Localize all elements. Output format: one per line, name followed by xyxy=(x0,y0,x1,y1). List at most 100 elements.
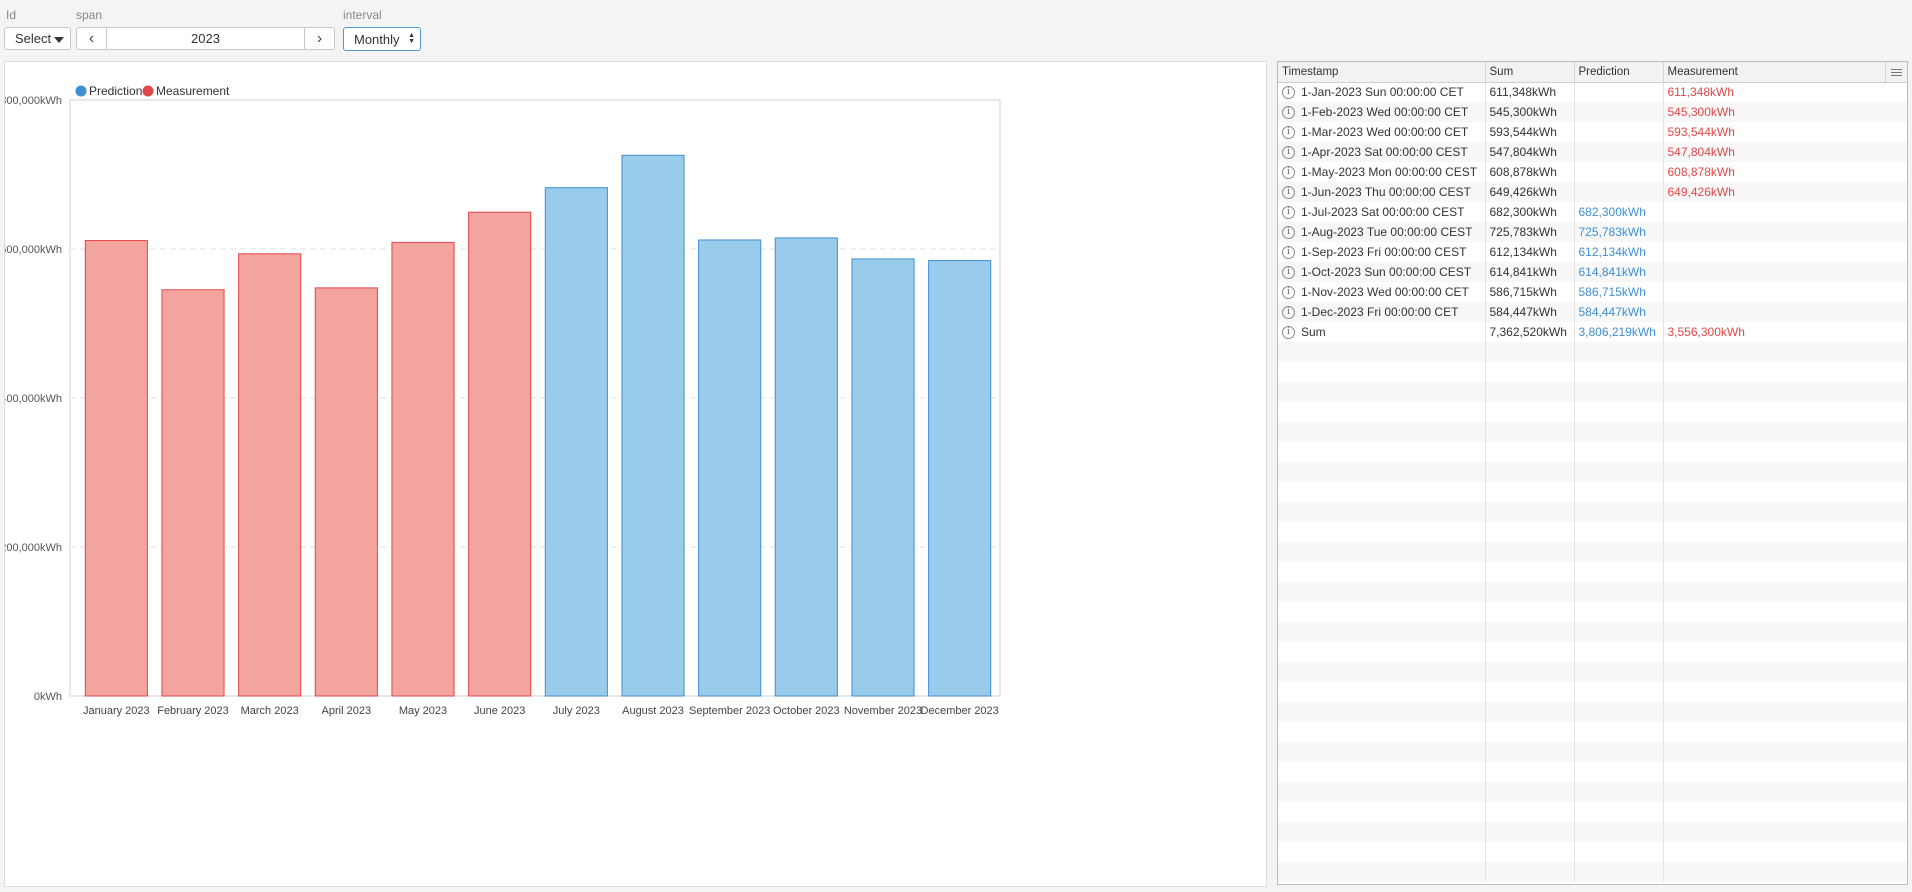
table-empty-row xyxy=(1278,402,1907,422)
table-row[interactable]: i 1-Feb-2023 Wed 00:00:00 CET 545,300kWh 54… xyxy=(1278,102,1907,122)
cell-prediction xyxy=(1574,482,1664,502)
cell-sum-text: 614,841kWh xyxy=(1489,265,1557,279)
span-prev-button[interactable]: ‹ xyxy=(76,27,107,50)
x-tick-label: January 2023 xyxy=(83,705,150,717)
cell-measurement-text: 593,544kWh xyxy=(1667,125,1735,139)
up-down-icon: ▲ ▼ xyxy=(408,32,415,45)
table-row[interactable]: i 1-Sep-2023 Fri 00:00:00 CEST 612,134kWh 6… xyxy=(1278,242,1907,262)
cell-measurement xyxy=(1663,382,1907,402)
table-header-row: Timestamp Sum Prediction Measurement xyxy=(1278,62,1907,83)
cell-sum xyxy=(1485,382,1575,402)
table-empty-row xyxy=(1278,742,1907,762)
cell-sum-text: 608,878kWh xyxy=(1489,165,1557,179)
info-icon[interactable]: i xyxy=(1282,226,1295,240)
info-icon[interactable]: i xyxy=(1282,126,1295,140)
id-label: Id xyxy=(6,8,17,22)
table-row[interactable]: i 1-Jun-2023 Thu 00:00:00 CEST 649,426kWh 6… xyxy=(1278,182,1907,202)
cell-prediction xyxy=(1574,142,1664,162)
info-icon[interactable]: i xyxy=(1282,246,1295,260)
legend-label: Prediction xyxy=(89,84,142,98)
column-menu-icon[interactable] xyxy=(1885,62,1907,82)
info-icon[interactable]: i xyxy=(1282,286,1295,300)
cell-timestamp xyxy=(1278,442,1486,462)
info-icon[interactable]: i xyxy=(1282,106,1295,120)
cell-sum: 547,804kWh xyxy=(1485,142,1575,162)
cell-prediction: 586,715kWh xyxy=(1574,282,1664,302)
cell-prediction xyxy=(1574,562,1664,582)
table-row[interactable]: i 1-Jan-2023 Sun 00:00:00 CET 611,348kWh 61… xyxy=(1278,82,1907,102)
cell-prediction xyxy=(1574,582,1664,602)
info-icon[interactable]: i xyxy=(1282,206,1295,220)
table-empty-row xyxy=(1278,482,1907,502)
y-tick-label: 0kWh xyxy=(34,691,62,703)
cell-sum xyxy=(1485,662,1575,682)
prediction-bar xyxy=(698,239,762,697)
cell-measurement: 611,348kWh xyxy=(1663,82,1907,102)
cell-timestamp xyxy=(1278,622,1486,642)
cell-measurement xyxy=(1663,742,1907,762)
cell-prediction xyxy=(1574,702,1664,722)
interval-select-value: Monthly xyxy=(354,32,400,47)
info-icon[interactable]: i xyxy=(1282,186,1295,200)
table-row[interactable]: i 1-Oct-2023 Sun 00:00:00 CEST 614,841kWh 6… xyxy=(1278,262,1907,282)
interval-label: interval xyxy=(343,8,382,22)
cell-timestamp: i 1-Nov-2023 Wed 00:00:00 CET xyxy=(1278,282,1486,302)
table-row[interactable]: i 1-Dec-2023 Fri 00:00:00 CET 584,447kWh 58… xyxy=(1278,302,1907,322)
cell-prediction xyxy=(1574,382,1664,402)
cell-timestamp: i 1-Jun-2023 Thu 00:00:00 CEST xyxy=(1278,182,1486,202)
header-timestamp[interactable]: Timestamp xyxy=(1278,62,1486,83)
info-icon[interactable]: i xyxy=(1282,266,1295,280)
cell-sum-text: 584,447kWh xyxy=(1489,305,1557,319)
span-next-button[interactable]: › xyxy=(304,27,335,50)
cell-sum xyxy=(1485,722,1575,742)
info-icon[interactable]: i xyxy=(1282,306,1295,320)
x-tick-label: June 2023 xyxy=(474,705,525,717)
header-sum[interactable]: Sum xyxy=(1485,62,1575,83)
table-row[interactable]: i 1-Jul-2023 Sat 00:00:00 CEST 682,300kWh 6… xyxy=(1278,202,1907,222)
cell-timestamp xyxy=(1278,542,1486,562)
span-year-input[interactable]: 2023 xyxy=(107,27,304,50)
legend-label: Measurement xyxy=(156,84,230,98)
info-icon[interactable]: i xyxy=(1282,86,1295,100)
cell-measurement xyxy=(1663,862,1907,882)
prediction-bar xyxy=(621,154,685,697)
table-empty-row xyxy=(1278,782,1907,802)
cell-prediction xyxy=(1574,362,1664,382)
cell-sum: 545,300kWh xyxy=(1485,102,1575,122)
interval-select[interactable]: Monthly ▲ ▼ xyxy=(343,27,421,51)
header-measurement[interactable]: Measurement xyxy=(1663,62,1907,83)
cell-measurement-text: 611,348kWh xyxy=(1667,85,1735,100)
table-empty-row xyxy=(1278,582,1907,602)
cell-prediction xyxy=(1574,402,1664,422)
table-row[interactable]: i 1-Nov-2023 Wed 00:00:00 CET 586,715kWh 58… xyxy=(1278,282,1907,302)
cell-timestamp xyxy=(1278,682,1486,702)
table-row[interactable]: i 1-Mar-2023 Wed 00:00:00 CET 593,544kWh 59… xyxy=(1278,122,1907,142)
x-tick-label: November 2023 xyxy=(844,705,922,717)
caret-down-icon xyxy=(54,37,64,43)
cell-measurement xyxy=(1663,782,1907,802)
cell-measurement: 547,804kWh xyxy=(1663,142,1907,162)
cell-sum: 586,715kWh xyxy=(1485,282,1575,302)
data-table: Timestamp Sum Prediction Measurement i 1-… xyxy=(1278,62,1907,882)
table-row[interactable]: i 1-Apr-2023 Sat 00:00:00 CEST 547,804kWh 5… xyxy=(1278,142,1907,162)
cell-prediction: 3,806,219kWh xyxy=(1574,322,1664,342)
cell-prediction-text: 682,300kWh xyxy=(1578,205,1646,219)
id-select[interactable]: Select xyxy=(4,27,71,50)
table-row[interactable]: i 1-May-2023 Mon 00:00:00 CEST 608,878kWh 6… xyxy=(1278,162,1907,182)
info-icon[interactable]: i xyxy=(1282,326,1295,340)
table-empty-row xyxy=(1278,442,1907,462)
cell-prediction xyxy=(1574,162,1664,182)
table-empty-row xyxy=(1278,502,1907,522)
table-row[interactable]: i 1-Aug-2023 Tue 00:00:00 CEST 725,783kWh 7… xyxy=(1278,222,1907,242)
table-empty-row xyxy=(1278,762,1907,782)
cell-sum xyxy=(1485,542,1575,562)
cell-measurement-text: 547,804kWh xyxy=(1667,145,1735,159)
info-icon[interactable]: i xyxy=(1282,146,1295,160)
cell-sum: 682,300kWh xyxy=(1485,202,1575,222)
table-row[interactable]: i Sum 7,362,520kWh 3,806,219kWh 3,556,300kWh xyxy=(1278,322,1907,342)
cell-measurement xyxy=(1663,842,1907,862)
cell-prediction-text: 612,134kWh xyxy=(1578,245,1646,259)
header-prediction[interactable]: Prediction xyxy=(1574,62,1664,83)
cell-timestamp-text: 1-Mar-2023 Wed 00:00:00 CET xyxy=(1301,124,1469,139)
info-icon[interactable]: i xyxy=(1282,166,1295,180)
